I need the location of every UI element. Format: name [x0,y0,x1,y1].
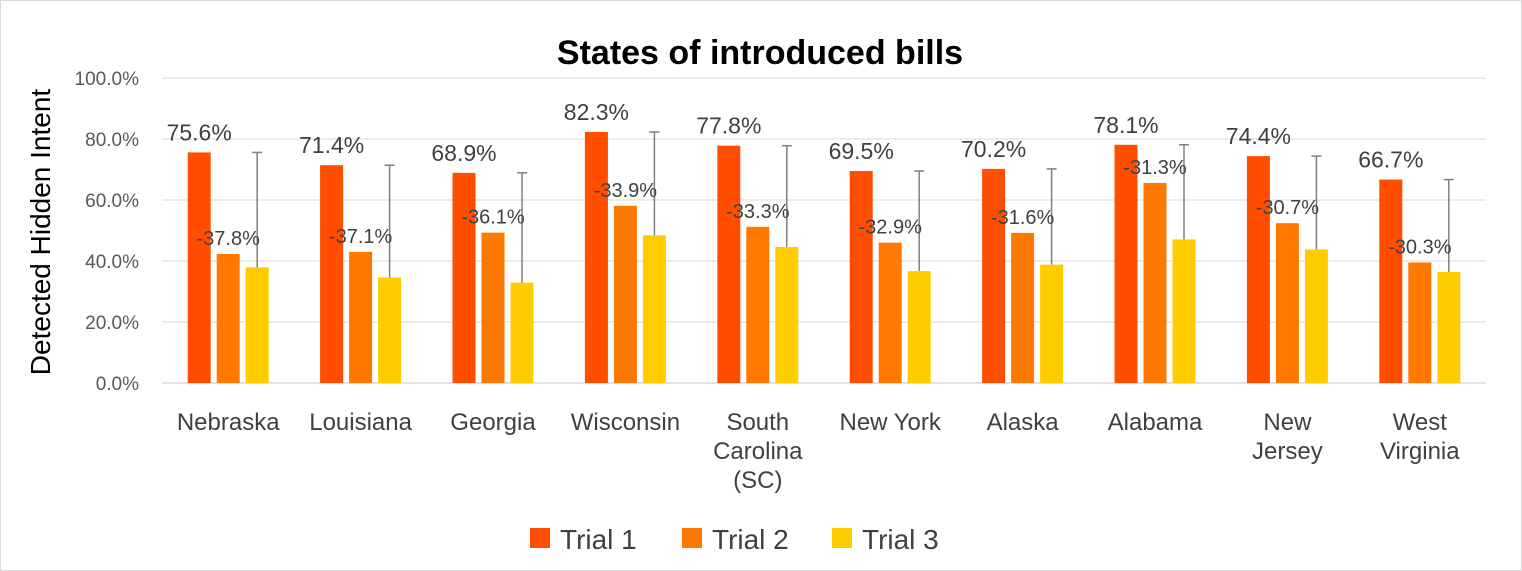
data-label: -33.3% [726,201,790,223]
legend-label: Trial 1 [560,524,637,555]
data-label: 82.3% [564,99,629,125]
legend-label: Trial 2 [712,524,789,555]
bar-trial-2 [349,251,373,383]
x-tick-label: Wisconsin [571,409,680,436]
data-label: -30.7% [1256,197,1320,219]
error-bars [252,131,1454,283]
data-label: 74.4% [1226,123,1291,149]
y-axis-label: Detected Hidden Intent [25,89,56,376]
data-label: -33.9% [594,180,658,202]
bar-trial-1 [584,131,608,383]
legend: Trial 1 Trial 2 Trial 3 [530,524,939,555]
x-tick-line: Alabama [1108,409,1203,436]
bar-trial-3 [1040,264,1064,383]
y-tick-label: 100.0% [75,69,140,90]
x-tick-label: West Virginia [1380,409,1460,465]
bar-trial-3 [1172,239,1196,383]
bar-trial-1 [1379,179,1403,383]
x-tick-label: South Carolina (SC) [713,409,803,494]
legend-swatch [832,528,852,548]
chart-title: States of introduced bills [557,34,963,72]
x-tick-line: West [1393,409,1448,436]
x-tick-line: Carolina [713,438,803,465]
y-tick-label: 60.0% [85,191,139,212]
bar-trial-1 [717,145,741,383]
y-tick-label: 0.0% [96,374,139,395]
bar-trial-1 [1246,156,1270,383]
bar-trial-2 [1408,262,1432,383]
x-tick-line: New [1263,409,1312,436]
y-axis-ticks: 0.0% 20.0% 40.0% 60.0% 80.0% 100.0% [75,69,140,395]
data-labels: 75.6% -37.8% 71.4% -37.1% 68.9% -36.1% 82.3% -3… [167,99,1452,259]
x-tick-label: Alaska [987,409,1060,436]
legend-swatch [682,528,702,548]
legend-swatch [530,528,550,548]
data-label: 66.7% [1358,147,1423,173]
bar-trial-3 [642,235,666,383]
data-label: 69.5% [829,138,894,164]
bar-trial-1 [982,168,1006,383]
y-tick-label: 20.0% [85,313,139,334]
x-tick-label: Nebraska [177,409,280,436]
bar-trial-2 [1011,232,1035,383]
bar-trial-3 [1437,271,1461,383]
data-label: -30.3% [1388,237,1452,259]
x-tick-label: New York [840,409,942,436]
bar-trial-3 [378,277,402,383]
bar-trial-1 [320,165,344,383]
bar-trial-3 [1304,249,1328,383]
data-label: -36.1% [461,207,525,229]
x-tick-label: Georgia [450,409,536,436]
bar-trial-1 [187,152,211,383]
data-label: 71.4% [299,132,364,158]
data-label: -32.9% [859,217,923,239]
bar-trial-3 [775,246,799,383]
x-tick-line: Alaska [987,409,1060,436]
legend-label: Trial 3 [862,524,939,555]
data-label: 68.9% [431,140,496,166]
bar-trial-2 [1275,223,1299,383]
bar-trial-1 [452,172,476,383]
data-label: 70.2% [961,136,1026,162]
x-tick-line: Wisconsin [571,409,680,436]
bar-trial-2 [1143,182,1167,383]
data-label: 77.8% [696,113,761,139]
x-tick-label: Louisiana [309,409,412,436]
x-axis-ticks: Nebraska Louisiana Georgia Wisconsin South Ca… [177,409,1460,494]
x-tick-line: New York [840,409,942,436]
x-tick-line: Georgia [450,409,536,436]
data-label: -37.8% [197,228,261,250]
data-label: -31.6% [991,207,1055,229]
y-tick-label: 40.0% [85,252,139,273]
x-tick-line: Jersey [1252,438,1323,465]
y-tick-label: 80.0% [85,130,139,151]
bar-trial-2 [746,226,770,383]
bar-trial-2 [878,242,902,383]
bar-trial-2 [613,205,637,383]
data-label: -31.3% [1123,157,1187,179]
x-tick-line: Louisiana [309,409,412,436]
bars [187,131,1461,383]
x-tick-line: Nebraska [177,409,280,436]
bar-trial-2 [216,253,240,383]
bar-trial-3 [907,271,931,383]
bar-trial-1 [1114,144,1138,383]
data-label: 75.6% [167,119,232,145]
bar-trial-2 [481,232,505,383]
bar-trial-3 [510,282,534,383]
data-label: -37.1% [329,226,393,248]
bar-trial-3 [245,267,269,383]
x-tick-line: South [726,409,789,436]
x-tick-label: New Jersey [1252,409,1323,465]
x-tick-label: Alabama [1108,409,1203,436]
data-label: 78.1% [1093,112,1158,138]
bar-trial-1 [849,171,873,383]
x-tick-line: (SC) [733,467,782,494]
x-tick-line: Virginia [1380,438,1460,465]
